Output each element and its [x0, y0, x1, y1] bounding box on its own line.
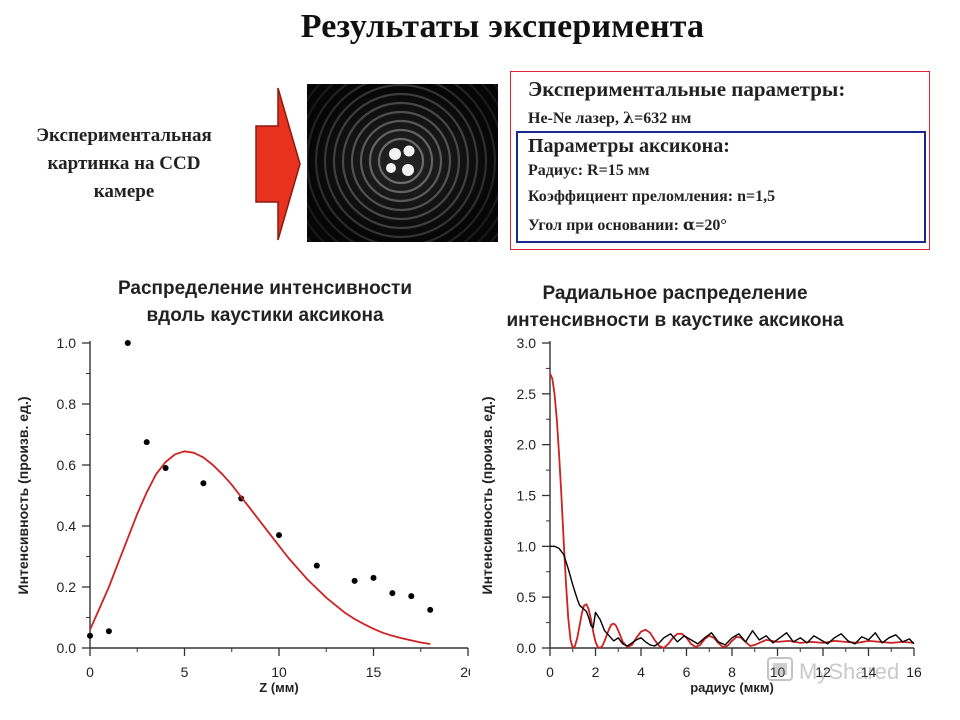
angle-value: =20° [695, 217, 727, 234]
left-chart-series-line-red [89, 450, 431, 645]
right-chart-y-axis-label: Интенсивность (произв. ед.) [479, 397, 495, 595]
left-chart-y-tick-label: 0.4 [57, 518, 77, 534]
right-chart-x-tick-label: 10 [770, 664, 786, 680]
left-chart-y-tick-label: 0.2 [57, 579, 77, 595]
axicon-refraction-index: Коэффициент преломления: n=1,5 [528, 188, 776, 205]
ccd-caption-line-2: картинка на CCD [47, 153, 201, 174]
left-chart-y-tick-label: 0.6 [57, 457, 77, 473]
left-chart-x-tick-label: 5 [181, 664, 189, 680]
left-chart-x-tick-label: 10 [271, 664, 287, 680]
myshared-watermark: MyShared [767, 657, 899, 684]
interference-ring [314, 84, 488, 242]
axicon-radius: Радиус: R=15 мм [528, 162, 650, 179]
interference-ring [350, 110, 452, 212]
left-chart-x-tick-label: 0 [86, 664, 94, 680]
left-chart-x-tick-label: 20 [460, 664, 470, 680]
experimental-params-heading: Экспериментальные параметры: [528, 77, 846, 101]
right-chart-x-tick-label: 16 [906, 664, 922, 680]
right-chart-title-line-2: интенсивности в каустике аксикона [506, 310, 844, 331]
left-chart-title-line-1: Распределение интенсивности [117, 278, 413, 299]
interference-ring [307, 84, 497, 242]
ccd-camera-image [307, 84, 498, 242]
right-chart-y-tick-label: 1.5 [517, 488, 537, 504]
right-chart-y-tick-label: 0.0 [517, 640, 537, 656]
axicon-parameters-box [516, 131, 926, 243]
intensity-along-caustic-chart: 0.0 0.2 0.4 0.6 0.8 1.0 0 5 10 15 20 Z (мм) Интенсив… [15, 335, 470, 695]
right-chart-x-tick-label: 8 [728, 664, 736, 680]
right-arrow-icon [255, 87, 301, 241]
right-chart-x-axis-label: радиус (мкм) [690, 680, 774, 695]
watermark-text: MyShared [799, 659, 899, 684]
right-chart-series-line-black [550, 545, 915, 647]
radial-intensity-chart: 0.0 0.5 1.0 1.5 2.0 2.5 3.0 0 2 4 6 8 10 12 14 16 радиус… [479, 335, 922, 695]
left-chart-y-tick-label: 0.8 [57, 396, 77, 412]
right-chart-x-tick-label: 6 [683, 664, 691, 680]
left-chart-data-point [276, 532, 282, 539]
left-chart-data-point [162, 465, 169, 472]
left-chart-data-point [351, 577, 358, 584]
left-chart-data-point [87, 632, 93, 639]
lambda-symbol: λ [622, 108, 635, 127]
left-chart-data-point [200, 480, 207, 487]
left-chart-data-point [105, 628, 112, 635]
right-chart-y-tick-label: 2.0 [517, 437, 537, 453]
right-chart-series-line-red [549, 373, 915, 649]
slide-title: Результаты эксперимента [300, 8, 705, 45]
right-chart-x-tick-label: 4 [637, 664, 645, 680]
left-chart-data-point [408, 593, 415, 600]
angle-text: Угол при основании: [528, 217, 683, 234]
right-chart-y-tick-label: 2.5 [517, 386, 537, 402]
right-chart-x-tick-label: 12 [815, 664, 831, 680]
laser-text: He-Ne лазер, [528, 110, 623, 127]
interference-ring [341, 101, 461, 221]
left-chart-y-axis-label: Интенсивность (произв. ед.) [15, 397, 31, 595]
interference-ring [377, 137, 425, 185]
right-chart-x-tick-label: 0 [546, 664, 554, 680]
axicon-base-angle: Угол при основании: α=20° [528, 215, 727, 235]
ccd-caption-line-1: Экспериментальная [36, 125, 212, 146]
left-chart-data-point [124, 340, 131, 346]
interference-ring [332, 92, 470, 230]
right-chart-y-tick-label: 3.0 [517, 335, 537, 351]
left-chart-x-axis-label: Z (мм) [259, 680, 298, 695]
right-chart-x-tick-label: 14 [861, 664, 877, 680]
right-chart-y-tick-label: 1.0 [517, 538, 537, 554]
laser-wavelength: =632 нм [634, 110, 692, 127]
ccd-caption-line-3: камере [93, 181, 155, 202]
alpha-symbol: α [682, 215, 696, 234]
right-chart-title-line-1: Радиальное распределение [542, 283, 808, 304]
left-chart-title-line-2: вдоль каустики аксикона [146, 305, 384, 326]
interference-ring [323, 84, 479, 239]
left-chart-data-point [427, 606, 434, 613]
left-chart-data-point [143, 439, 150, 446]
left-chart-y-tick-label: 0.0 [57, 640, 77, 656]
interference-ring [359, 119, 443, 203]
right-chart-title: Радиальное распределение интенсивности в… [470, 280, 880, 334]
experiment-parameters-box [510, 71, 930, 250]
left-chart-data-point [313, 562, 320, 569]
left-chart-data-point [370, 574, 377, 581]
right-chart-x-tick-label: 2 [592, 664, 600, 680]
axicon-params-heading: Параметры аксикона: [528, 135, 730, 157]
ccd-caption: Экспериментальная картинка на CCD камере [8, 122, 240, 206]
left-chart-data-point [389, 590, 396, 597]
laser-line: He-Ne лазер, λ=632 нм [528, 108, 691, 128]
left-chart-title: Распределение интенсивности вдоль каусти… [40, 275, 490, 329]
left-chart-y-tick-label: 1.0 [57, 335, 77, 351]
interference-ring [368, 128, 434, 194]
right-chart-y-tick-label: 0.5 [517, 589, 537, 605]
left-chart-x-tick-label: 15 [366, 664, 382, 680]
